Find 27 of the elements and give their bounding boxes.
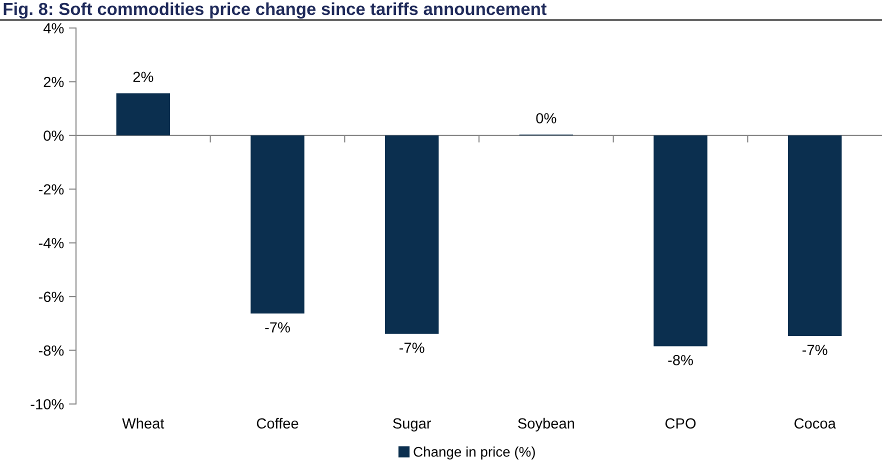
bar [654,135,708,346]
bar [250,135,304,314]
bar [116,93,170,136]
y-tick-label: -4% [38,238,64,248]
x-tick-label: CPO [665,418,696,429]
legend-label: Change in price (%) [414,446,535,460]
y-tick-label: -8% [38,345,64,356]
bar [384,135,439,334]
bar [788,135,842,336]
y-tick-label: 2% [44,76,64,88]
data-label: 2% [133,72,154,82]
y-tick-label: -10% [30,399,64,410]
y-tick-label: 0% [44,130,64,141]
x-tick-label: Soybean [518,418,574,432]
y-tick-label: 4% [43,23,64,34]
data-label: -7% [265,322,290,332]
x-tick-label: Wheat [122,418,164,429]
x-tick-label: Sugar [393,418,432,432]
y-tick-label: -2% [38,184,64,195]
y-tick-label: -6% [38,292,64,302]
data-label: -7% [400,342,424,353]
chart-title: Fig. 8: Soft commodities price change since tariffs announcement [4,2,547,19]
x-tick-label: Coffee [256,418,298,429]
x-tick-label: Cocoa [794,418,836,429]
data-label: 0% [536,113,556,124]
data-label: -8% [668,354,693,366]
data-label: -7% [802,344,828,356]
